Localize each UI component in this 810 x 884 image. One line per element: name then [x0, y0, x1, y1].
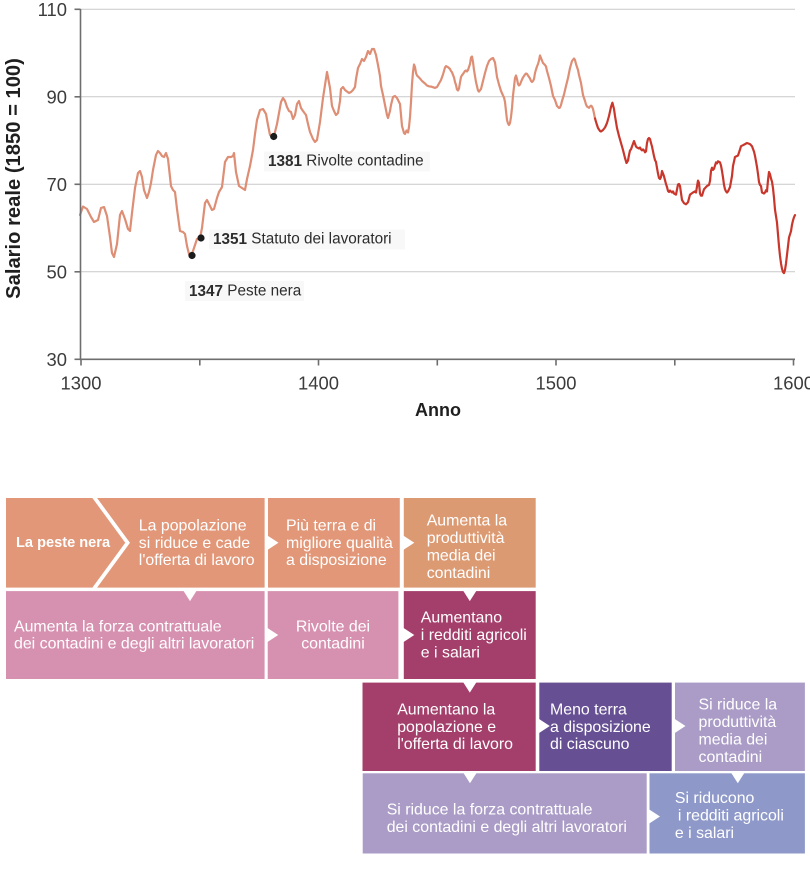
svg-text:La peste nera: La peste nera: [16, 535, 111, 551]
svg-text:Si riduce la forza contrattual: Si riduce la forza contrattuale dei conta…: [387, 801, 627, 835]
svg-text:Salario reale (1850 = 100): Salario reale (1850 = 100): [3, 58, 25, 299]
svg-text:110: 110: [38, 0, 67, 20]
svg-text:70: 70: [47, 174, 67, 195]
svg-text:1351 Statuto dei lavoratori: 1351 Statuto dei lavoratori: [213, 231, 392, 248]
svg-text:1400: 1400: [298, 373, 339, 394]
svg-text:1347 Peste nera: 1347 Peste nera: [189, 283, 302, 300]
svg-text:30: 30: [47, 349, 67, 370]
svg-text:1300: 1300: [61, 373, 102, 394]
svg-text:50: 50: [47, 261, 67, 282]
svg-text:1600: 1600: [773, 373, 810, 394]
svg-text:90: 90: [47, 86, 67, 107]
svg-text:1381 Rivolte contadine: 1381 Rivolte contadine: [268, 153, 424, 170]
svg-text:Anno: Anno: [415, 400, 461, 420]
svg-text:1500: 1500: [536, 373, 577, 394]
